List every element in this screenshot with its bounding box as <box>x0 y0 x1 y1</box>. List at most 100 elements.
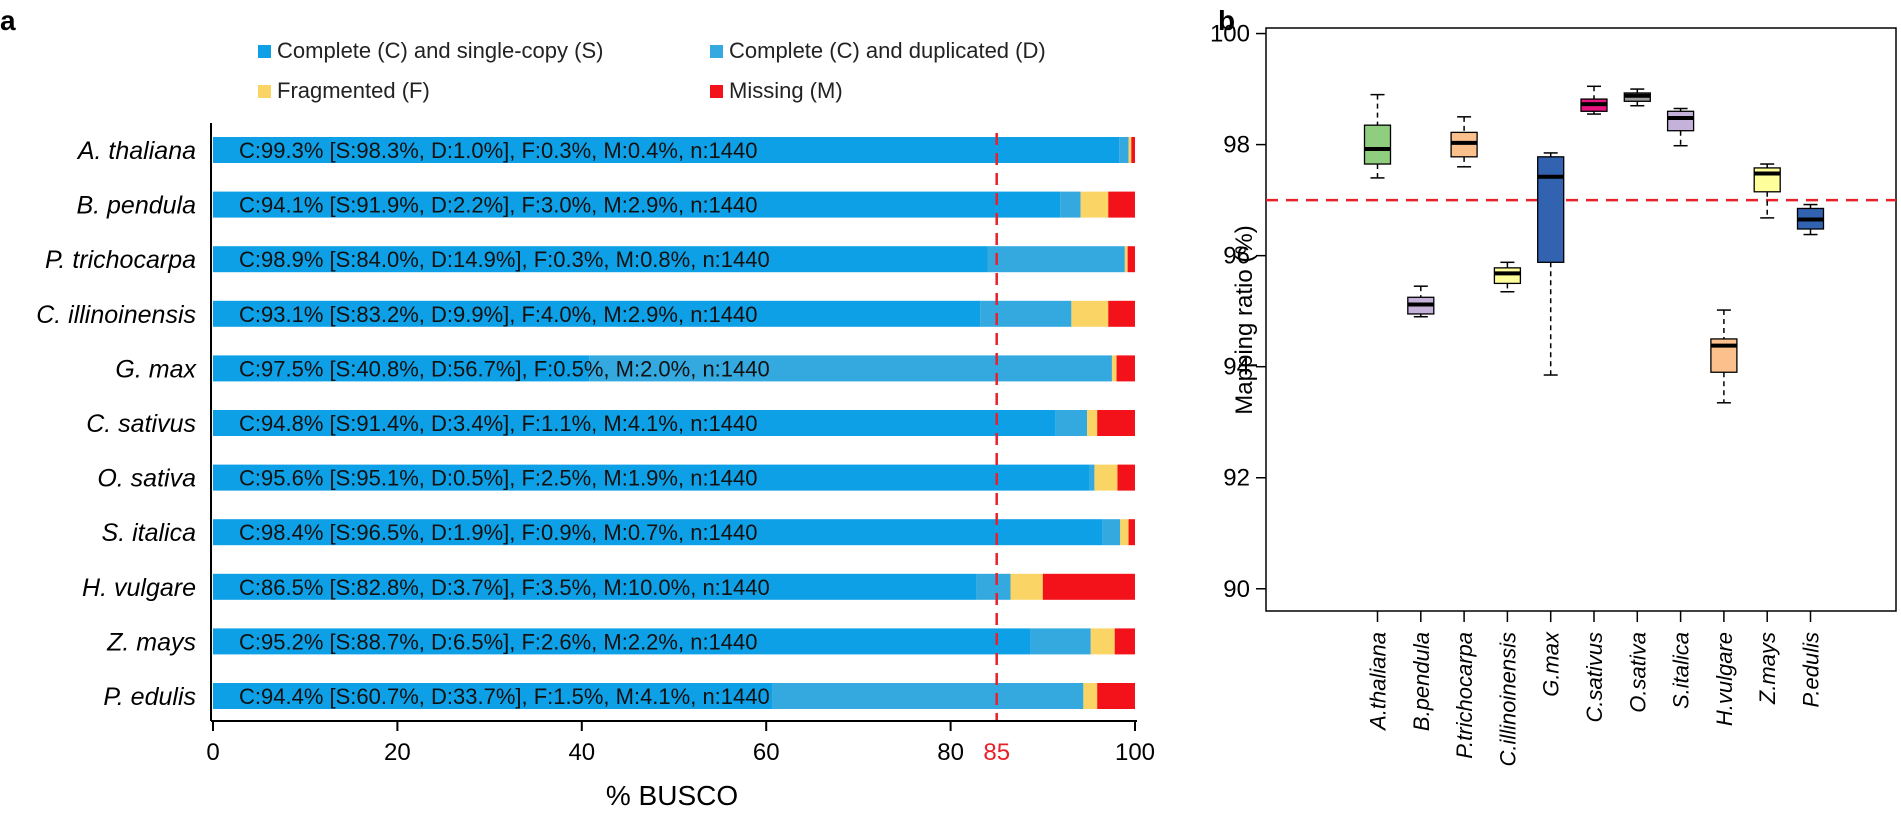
bar-z-mays-duplicated <box>1030 628 1091 655</box>
y-tick-label-100: 100 <box>1210 21 1250 48</box>
bar-p-trichocarpa-missing <box>1127 246 1135 273</box>
x-tick-labels-b: A.thaliana B.pendula P.trichocarpa C.illino… <box>1366 611 1824 767</box>
bar-p-edulis-missing <box>1097 683 1135 709</box>
bar-h-vulgare-single-copy <box>213 573 977 600</box>
bar-a-thaliana-duplicated <box>1119 137 1129 163</box>
bar-label-o-sativa: C:95.6% [S:95.1%, D:0.5%], F:2.5%, M:1.9… <box>239 466 758 491</box>
category-label-p-trichocarpa: P. trichocarpa <box>45 246 196 274</box>
category-label-o-sativa: O. sativa <box>97 465 196 493</box>
x-tick-label-p-edulis: P.edulis <box>1799 632 1824 707</box>
box-s-italica <box>1666 110 1695 132</box>
box-a-thaliana <box>1363 124 1392 165</box>
bar-z-mays-fragmented <box>1090 628 1115 655</box>
y-tick-label-96: 96 <box>1223 243 1250 270</box>
bar-s-italica-duplicated <box>1102 519 1121 546</box>
x-tick-label-c-illinoinensis: C.illinoinensis <box>1495 632 1520 767</box>
y-axis-title-b: Mapping ratio (%) <box>1231 225 1258 414</box>
bar-p-trichocarpa-fragmented <box>1124 246 1128 273</box>
bar-label-a-thaliana: C:99.3% [S:98.3%, D:1.0%], F:0.3%, M:0.4… <box>239 138 758 163</box>
y-tick-label-90: 90 <box>1223 576 1250 603</box>
bar-c-illinoinensis-single-copy <box>213 300 981 327</box>
bar-z-mays-single-copy <box>213 628 1031 655</box>
legend-label-fragmented: Fragmented (F) <box>277 78 430 103</box>
category-label-s-italica: S. italica <box>102 519 197 547</box>
x-axis-title-a: % BUSCO <box>606 780 738 811</box>
x-tick-label-100: 100 <box>1115 739 1155 766</box>
bar-p-edulis-single-copy <box>213 683 773 709</box>
y-tick-label-92: 92 <box>1223 465 1250 492</box>
bar-h-vulgare-missing <box>1042 573 1135 600</box>
bar-s-italica-missing <box>1128 519 1135 546</box>
bar-b-pendula-duplicated <box>1060 191 1081 218</box>
bar-o-sativa-single-copy <box>213 464 1090 491</box>
legend-label-single-copy: Complete (C) and single-copy (S) <box>277 38 603 63</box>
bar-o-sativa-fragmented <box>1094 464 1118 491</box>
category-label-h-vulgare: H. vulgare <box>82 574 196 602</box>
panel-label-b: b <box>1218 5 1235 36</box>
bar-label-b-pendula: C:94.1% [S:91.9%, D:2.2%], F:3.0%, M:2.9… <box>239 193 758 218</box>
bar-p-edulis-fragmented <box>1083 683 1098 709</box>
x-tick-label-60: 60 <box>753 739 780 766</box>
box-plot-mapping <box>1266 85 1896 404</box>
bar-a-thaliana-missing <box>1131 137 1135 163</box>
bar-o-sativa-missing <box>1117 464 1135 491</box>
category-label-z-mays: Z. mays <box>106 628 196 656</box>
box-g-max <box>1537 156 1565 263</box>
x-tick-label-0: 0 <box>206 739 219 766</box>
bar-c-sativus-missing <box>1097 410 1135 436</box>
bar-h-vulgare-fragmented <box>1010 573 1043 600</box>
bar-b-pendula-fragmented <box>1080 191 1109 218</box>
bar-b-pendula-single-copy <box>213 191 1061 218</box>
x-tick-label-a-thaliana: A.thaliana <box>1366 632 1391 732</box>
x-tick-label-20: 20 <box>384 739 411 766</box>
bar-a-thaliana-fragmented <box>1128 137 1132 163</box>
bar-g-max-single-copy <box>213 355 590 382</box>
bar-p-trichocarpa-single-copy <box>213 246 988 273</box>
bar-label-z-mays: C:95.2% [S:88.7%, D:6.5%], F:2.6%, M:2.2… <box>239 629 758 654</box>
category-label-p-edulis: P. edulis <box>103 683 196 711</box>
bar-g-max-missing <box>1116 355 1135 382</box>
y-tick-label-94: 94 <box>1223 354 1250 381</box>
bar-label-c-illinoinensis: C:93.1% [S:83.2%, D:9.9%], F:4.0%, M:2.9… <box>239 302 758 327</box>
bar-h-vulgare-duplicated <box>976 573 1011 600</box>
x-tick-label-z-mays: Z.mays <box>1755 632 1780 705</box>
legend-swatch-duplicated <box>710 45 723 58</box>
bar-c-sativus-single-copy <box>213 410 1056 436</box>
bar-label-c-sativus: C:94.8% [S:91.4%, D:3.4%], F:1.1%, M:4.1… <box>239 411 758 436</box>
bar-g-max-fragmented <box>1111 355 1117 382</box>
bar-label-g-max: C:97.5% [S:40.8%, D:56.7%], F:0.5%, M:2.… <box>239 356 770 381</box>
bar-c-illinoinensis-fragmented <box>1071 300 1109 327</box>
x-tick-label-h-vulgare: H.vulgare <box>1712 632 1737 726</box>
bar-c-sativus-duplicated <box>1055 410 1088 436</box>
bar-c-sativus-fragmented <box>1087 410 1098 436</box>
category-label-b-pendula: B. pendula <box>76 192 196 220</box>
bar-g-max-duplicated <box>589 355 1112 382</box>
category-label-g-max: G. max <box>115 355 197 383</box>
plot-frame-b <box>1265 27 1897 612</box>
legend-label-duplicated: Complete (C) and duplicated (D) <box>729 38 1046 63</box>
category-label-c-illinoinensis: C. illinoinensis <box>36 301 196 329</box>
legend-swatch-missing <box>710 85 723 98</box>
y-ticks-b: 90 92 94 96 98 100 <box>1210 21 1266 603</box>
x-tick-label-p-trichocarpa: P.trichocarpa <box>1452 632 1477 759</box>
x-tick-label-g-max: G.max <box>1539 631 1564 697</box>
reference-label-85: 85 <box>983 739 1010 766</box>
bar-p-trichocarpa-duplicated <box>987 246 1125 273</box>
bar-label-p-edulis: C:94.4% [S:60.7%, D:33.7%], F:1.5%, M:4.… <box>239 684 770 709</box>
x-tick-label-o-sativa: O.sativa <box>1625 632 1650 713</box>
x-tick-label-b-pendula: B.pendula <box>1409 632 1434 731</box>
bar-p-edulis-duplicated <box>772 683 1084 709</box>
bar-o-sativa-duplicated <box>1089 464 1095 491</box>
bar-s-italica-single-copy <box>213 519 1103 546</box>
category-label-c-sativus: C. sativus <box>86 410 196 438</box>
bar-z-mays-missing <box>1114 628 1135 655</box>
legend-swatch-single-copy <box>258 45 271 58</box>
legend-label-missing: Missing (M) <box>729 78 843 103</box>
x-tick-label-c-sativus: C.sativus <box>1582 632 1607 722</box>
bar-c-illinoinensis-duplicated <box>980 300 1072 327</box>
bar-c-illinoinensis-missing <box>1108 300 1135 327</box>
category-label-a-thaliana: A. thaliana <box>76 137 196 165</box>
y-tick-label-98: 98 <box>1223 132 1250 159</box>
panel-label-a: a <box>0 5 16 36</box>
